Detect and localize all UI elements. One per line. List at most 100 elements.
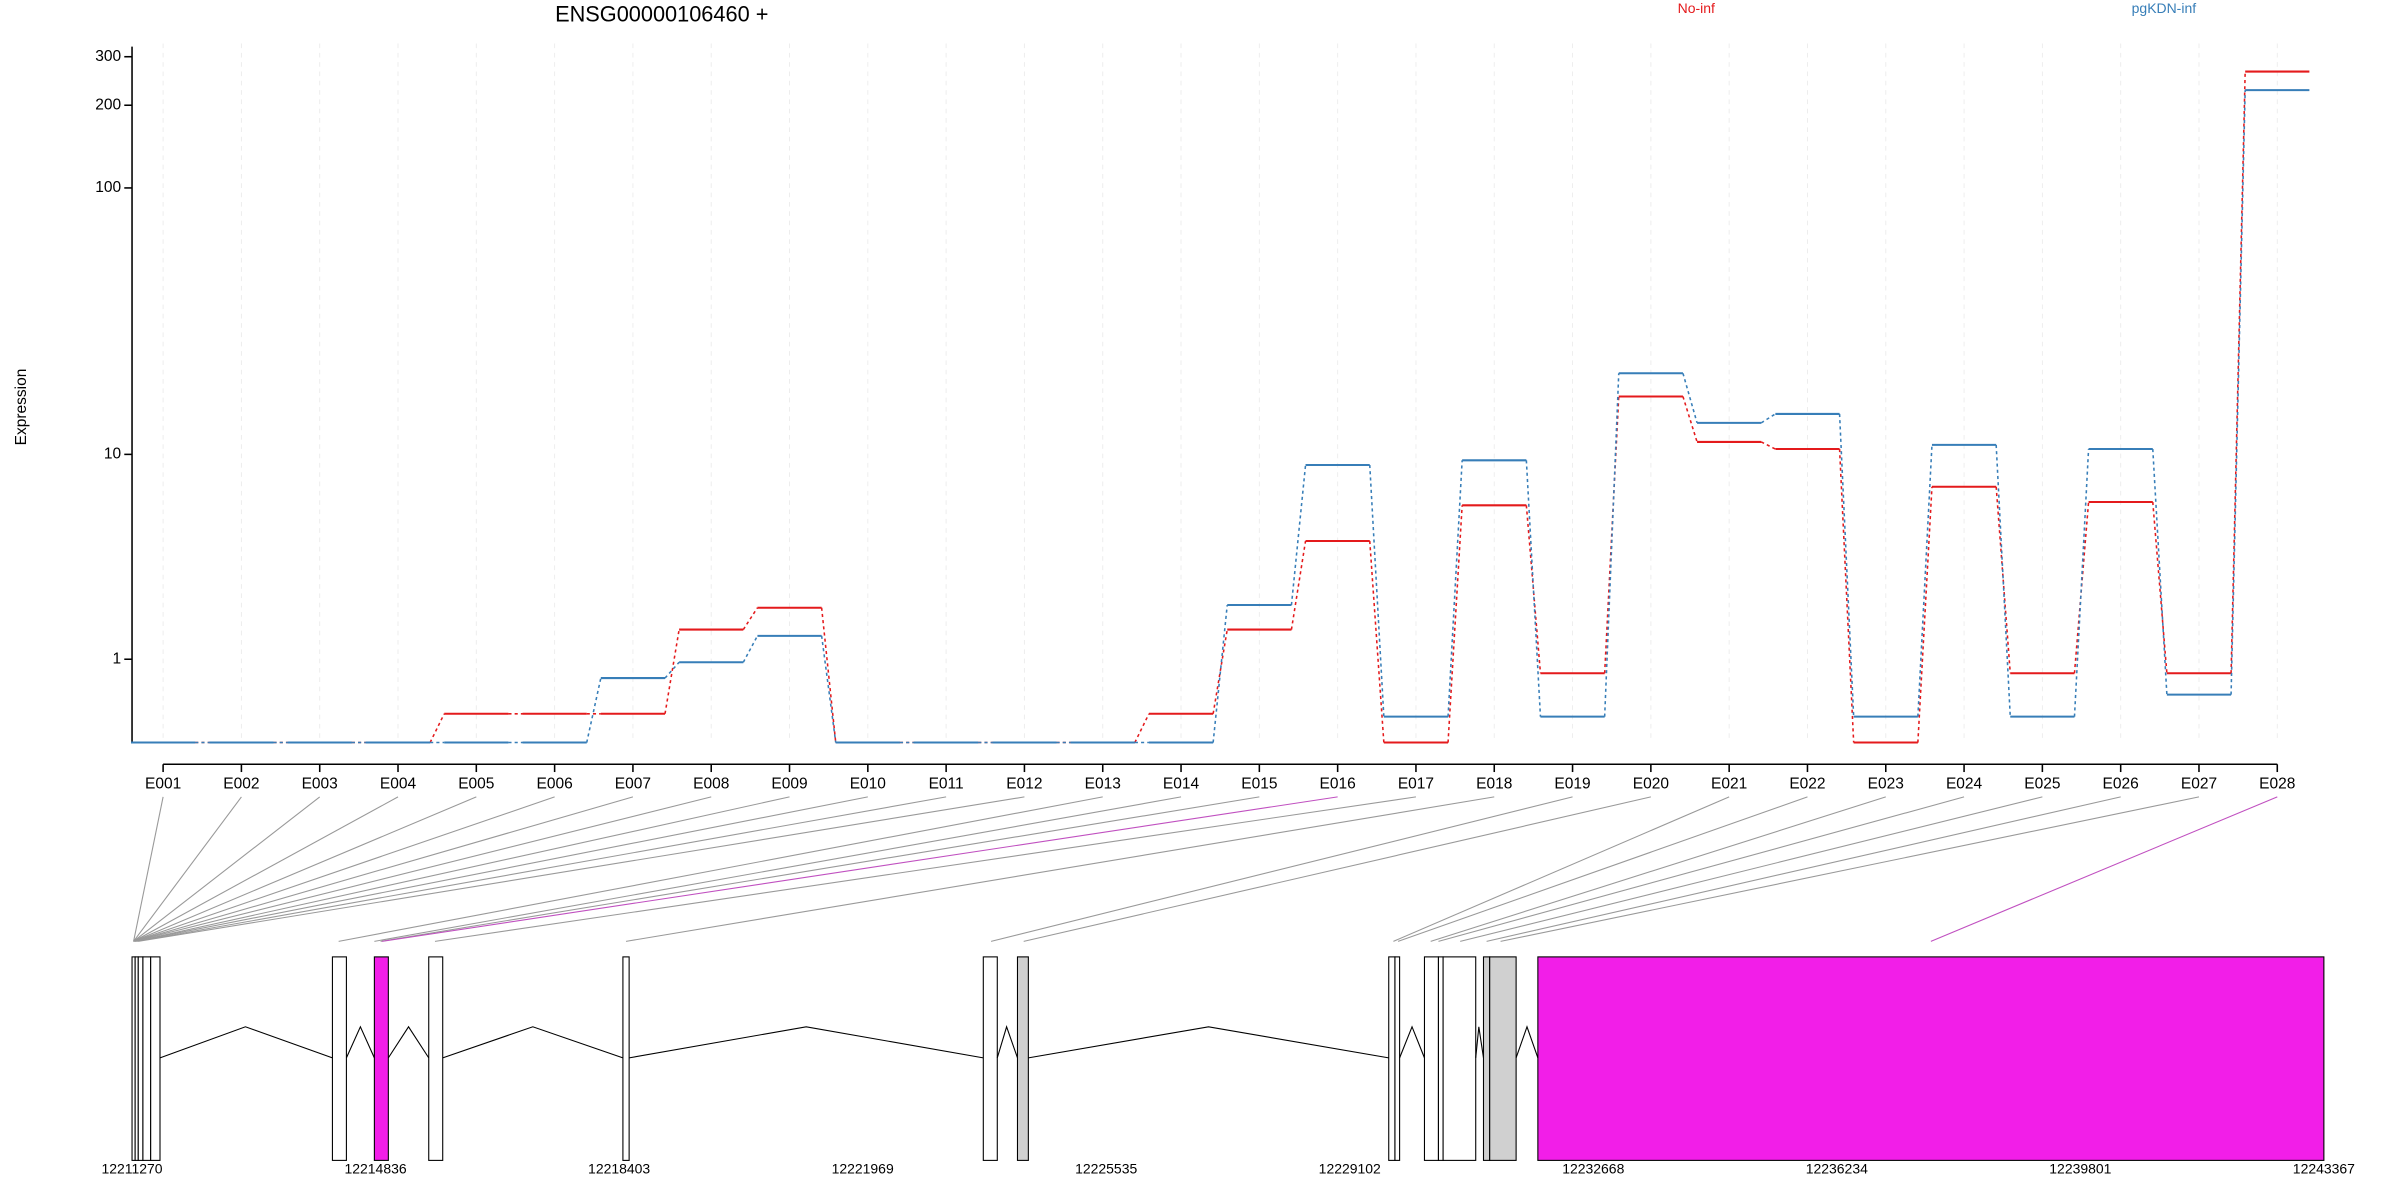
- exon-connector: [1486, 796, 2121, 942]
- step-connector: [1838, 448, 1855, 743]
- exon: [1016, 956, 1029, 1161]
- step-connector: [2230, 90, 2246, 695]
- exon-connector: [625, 796, 1495, 942]
- y-axis-label: Expression: [13, 369, 30, 446]
- y-tick-label: 200: [95, 96, 121, 113]
- intron: [345, 1025, 375, 1059]
- x-tick-label: E008: [693, 776, 729, 793]
- step-connector: [1368, 540, 1385, 743]
- exon: [1437, 956, 1444, 1161]
- x-tick-label: E004: [380, 776, 417, 793]
- step-connector: [1917, 486, 1933, 743]
- intron: [1028, 1026, 1389, 1059]
- step-connector: [1838, 413, 1855, 717]
- step-connector: [1760, 441, 1776, 450]
- x-tick-label: E001: [145, 776, 181, 793]
- x-tick-label: E018: [1476, 776, 1512, 793]
- step-connector: [1525, 505, 1542, 674]
- intron: [387, 1025, 430, 1059]
- x-tick-label: E005: [458, 776, 494, 793]
- x-tick-label: E028: [2259, 776, 2295, 793]
- x-tick-label: E016: [1320, 776, 1356, 793]
- intron: [1475, 1026, 1485, 1058]
- x-tick-label: E025: [2024, 776, 2060, 793]
- step-connector: [820, 607, 837, 743]
- x-tick-label: E011: [929, 776, 964, 793]
- exon: [982, 956, 998, 1161]
- y-tick-label: 10: [104, 445, 122, 462]
- genomic-tick-label: 12236234: [1806, 1160, 1868, 1176]
- step-connector: [1682, 373, 1698, 424]
- exon: [1482, 956, 1491, 1161]
- exon: [1388, 956, 1396, 1161]
- exon-connector: [1023, 796, 1651, 942]
- x-tick-label: E027: [2181, 776, 2217, 793]
- genomic-tick-label: 12211270: [101, 1160, 162, 1176]
- step-connector: [1368, 464, 1385, 717]
- x-tick-label: E015: [1241, 776, 1277, 793]
- exon: [1394, 956, 1401, 1161]
- exon-connector: [133, 796, 399, 942]
- exon-highlight: [373, 956, 389, 1161]
- exon-connector: [1930, 796, 2278, 942]
- exon-connector: [135, 796, 868, 942]
- step-connector: [820, 635, 837, 743]
- genomic-tick-label: 12229102: [1319, 1160, 1381, 1176]
- x-tick-label: E014: [1163, 776, 1200, 793]
- x-tick-label: E020: [1633, 776, 1670, 793]
- intron: [442, 1026, 624, 1059]
- exon-connector: [990, 796, 1573, 942]
- exon-connector: [1460, 796, 2043, 942]
- legend-entry: No-inf: [1678, 0, 1715, 16]
- step-connector: [1525, 460, 1542, 717]
- step-connector: [1290, 540, 1307, 630]
- exon: [622, 956, 630, 1161]
- chart-title: ENSG00000106460 +: [555, 1, 768, 26]
- x-tick-label: E006: [536, 776, 572, 793]
- exon-connector: [1430, 796, 1886, 942]
- genomic-tick-label: 12243367: [2293, 1160, 2355, 1176]
- x-tick-label: E017: [1398, 776, 1434, 793]
- step-connector: [1134, 713, 1150, 743]
- genomic-tick-label: 12225535: [1075, 1160, 1137, 1176]
- x-tick-label: E019: [1554, 776, 1590, 793]
- exon-connector: [1438, 796, 1965, 942]
- exon: [428, 956, 444, 1161]
- x-tick-label: E024: [1946, 776, 1983, 793]
- step-connector: [1212, 604, 1229, 743]
- step-connector: [1682, 396, 1698, 443]
- exon-connector: [136, 796, 947, 942]
- y-tick-label: 100: [95, 179, 121, 196]
- exon: [150, 956, 161, 1161]
- exon: [142, 956, 152, 1161]
- genomic-tick-label: 12214836: [344, 1160, 406, 1176]
- exon-connector: [374, 796, 1182, 942]
- x-tick-label: E023: [1868, 776, 1904, 793]
- step-connector: [2230, 71, 2246, 674]
- exon-connector: [133, 796, 634, 942]
- x-tick-label: E010: [850, 776, 887, 793]
- genomic-tick-label: 12232668: [1562, 1160, 1624, 1176]
- x-tick-label: E003: [302, 776, 338, 793]
- exon-connector: [1500, 796, 2200, 942]
- exon-connector: [380, 796, 1260, 942]
- step-connector: [2073, 501, 2090, 674]
- exon-connector: [133, 796, 477, 942]
- step-connector: [2152, 448, 2168, 695]
- step-connector: [1917, 444, 1933, 717]
- intron: [996, 1025, 1018, 1059]
- step-connector: [742, 607, 759, 630]
- exon-highlight: [1537, 956, 2325, 1161]
- exon-connector: [133, 796, 164, 942]
- exon: [1442, 956, 1477, 1161]
- exon-connector: [434, 796, 1417, 942]
- exon: [1489, 956, 1517, 1161]
- exon: [1423, 956, 1439, 1161]
- genomic-tick-label: 12218403: [588, 1160, 650, 1176]
- step-connector: [1212, 629, 1229, 714]
- step-connector: [2073, 448, 2090, 717]
- exons: [131, 956, 2325, 1161]
- intron: [1515, 1025, 1539, 1059]
- step-connector: [1447, 460, 1463, 717]
- step-connector: [664, 629, 680, 714]
